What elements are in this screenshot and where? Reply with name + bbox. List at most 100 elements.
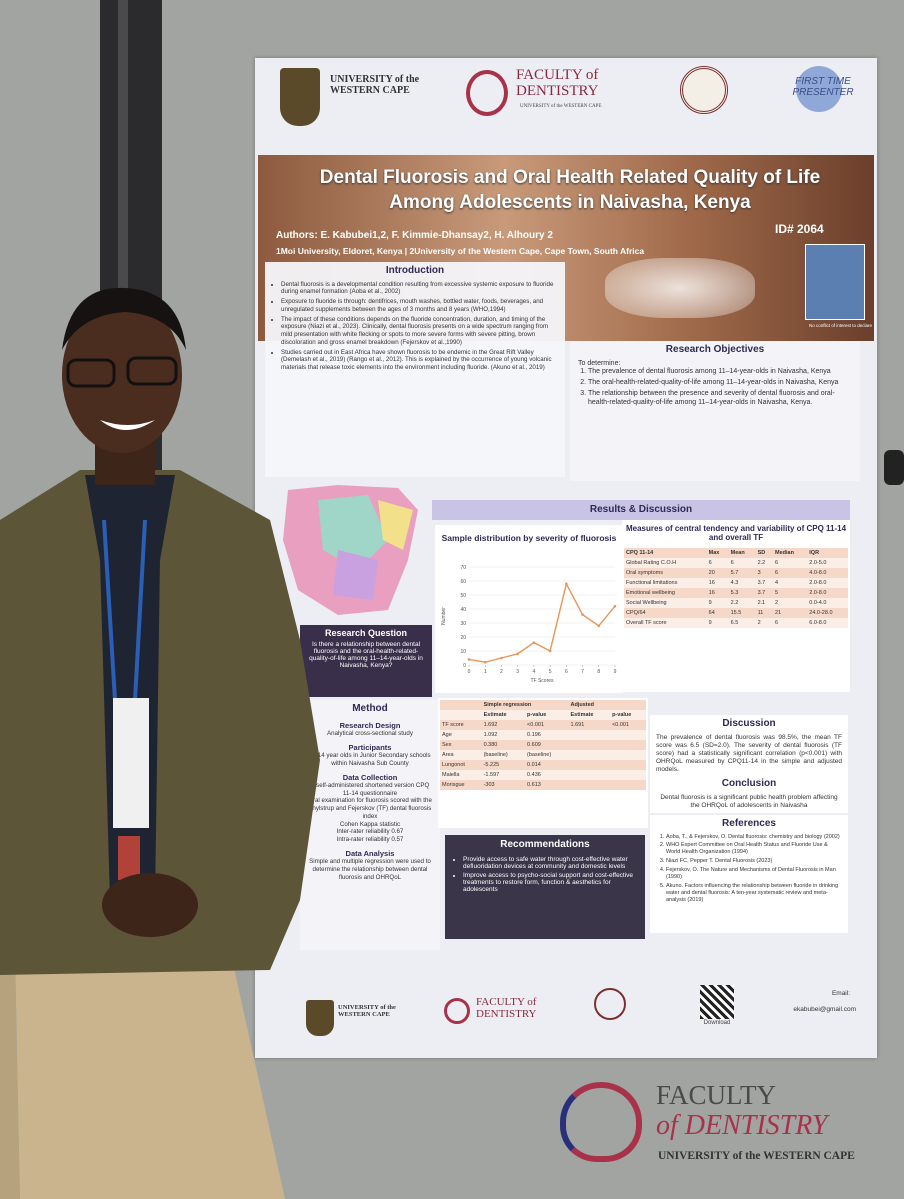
uwc-logo-text: UNIVERSITY of the WESTERN CAPE (330, 74, 420, 96)
table-row: Maiella -1.597 0.436 (440, 770, 646, 780)
table-cell: 2.0-5.0 (807, 558, 848, 568)
table-cell: TF score (440, 720, 482, 730)
table-row: Area (baseline) (baseline) (440, 750, 646, 760)
qr-code (700, 985, 734, 1019)
data-point (532, 641, 536, 644)
table-header: IQR (807, 548, 848, 558)
data-point (581, 613, 584, 616)
map-region (318, 495, 388, 570)
affiliations: 1Moi University, Eldoret, Kenya | 2Unive… (276, 246, 645, 256)
x-tick-label: 5 (549, 669, 552, 675)
table-cell: 0.380 (481, 740, 526, 750)
data-point (467, 658, 471, 661)
table-cell: 0.014 (525, 760, 569, 770)
data-point (565, 582, 568, 586)
table-cell (610, 740, 646, 750)
table-cell: 5.7 (728, 568, 756, 578)
table-cell: Lungonot (440, 760, 482, 770)
map-region (378, 500, 413, 550)
references-list: Aoba, T., & Fejerskov, O. Dental fluoros… (656, 834, 842, 904)
table-row: Social Wellbeing 9 2.2 2.1 2 0.0-4.0 (624, 598, 848, 608)
y-tick-label: 70 (460, 565, 466, 571)
recommendations-list: Provide access to safe water through cos… (453, 856, 637, 893)
method-subheading: Data Collection (342, 772, 398, 782)
table-cell: 15.5 (728, 608, 756, 618)
email: ekabubei@gmail.com (793, 1006, 856, 1013)
data-point (597, 624, 601, 628)
table-cell: 4.3 (728, 578, 756, 588)
reference-item: Fejerskov, O. The Nature and Mechanisms … (666, 867, 842, 881)
qr-caption: Download (703, 1020, 731, 1026)
table-cell: 1.691 (568, 720, 611, 730)
faculty-logo-icon (466, 70, 508, 116)
line-chart: 0 10 20 30 40 50 60 70 0 1 2 3 4 5 6 7 8 9 TF Scores Number (441, 565, 617, 684)
method-subheading: Research Design (339, 720, 401, 730)
wall-hook (884, 450, 904, 485)
table-cell: 20 (706, 568, 729, 578)
results-heading: Results & Discussion (432, 500, 850, 520)
table-cell: 2 (755, 618, 773, 628)
badge-ribbon (118, 836, 140, 880)
introduction-list: Dental fluorosis is a developmental cond… (271, 281, 559, 372)
table-cell (568, 770, 611, 780)
cpq-table: CPQ 11-14 Max Mean SD Median IQR Global Rating… (624, 548, 848, 628)
email-label: Email: (831, 990, 850, 997)
table-cell (568, 760, 611, 770)
table-cell: Sex (440, 740, 482, 750)
table-cell: 0.0-4.0 (807, 598, 848, 608)
references-heading: References (722, 818, 776, 829)
trouser-shadow (0, 975, 20, 1199)
map-region (333, 550, 378, 600)
table-header: SD (755, 548, 773, 558)
table-header: CPQ 11-14 (624, 548, 707, 558)
cpq-panel: Measures of central tendency and variabi… (622, 520, 850, 692)
data-point (548, 649, 552, 653)
x-tick-label: 4 (532, 669, 535, 675)
recommendation-item: Provide access to safe water through cos… (463, 856, 637, 870)
table-cell: 3.7 (755, 588, 773, 598)
table-group-row: Simple regression Adjusted (440, 700, 646, 710)
table-cell: 6 (728, 558, 756, 568)
table-cell: 2.0-8.0 (807, 588, 848, 598)
table-cell: 1.092 (481, 730, 526, 740)
table-cell: 11 (755, 608, 773, 618)
table-cell: <0.001 (525, 720, 569, 730)
table-cell: 2.1 (755, 598, 773, 608)
x-tick-label: 7 (581, 669, 584, 675)
question-heading: Research Question (324, 628, 408, 638)
table-cell: Age (440, 730, 482, 740)
table-cell: (baseline) (525, 750, 569, 760)
presenter-text: FIRST TIME PRESENTER (792, 76, 854, 98)
glasses-left (66, 358, 116, 388)
introduction-heading: Introduction (385, 265, 445, 276)
method-heading: Method (352, 703, 388, 714)
footer-faculty-icon (444, 998, 470, 1024)
objectives-heading: Research Objectives (665, 344, 765, 355)
method-line: Intra-rater reliability 0.57 (336, 836, 404, 844)
footer-faculty-text: FACULTY of DENTISTRY (476, 996, 537, 1020)
authors: Authors: E. Kabubei1,2, F. Kimmie-Dhansa… (276, 230, 553, 241)
footer-uwc-text: UNIVERSITY of the WESTERN CAPE (338, 1004, 396, 1018)
table-cell: 6 (773, 568, 808, 578)
data-point (516, 652, 519, 656)
table-cell: 5.3 (728, 588, 756, 598)
table-cell (568, 740, 611, 750)
recommendation-item: Improve access to psycho-social support … (463, 872, 637, 893)
glasses-right (126, 356, 178, 386)
y-tick-label: 10 (460, 649, 466, 655)
table-cell (568, 730, 611, 740)
table-row: TF score 1.692 <0.001 1.691 <0.001 (440, 720, 646, 730)
presenter-photo (805, 244, 865, 320)
data-point (500, 656, 503, 660)
objectives-lead: To determine: (578, 359, 621, 367)
discussion: Discussion The prevalence of dental fluo… (650, 715, 848, 813)
y-tick-label: 20 (460, 635, 466, 641)
table-cell (568, 780, 611, 790)
table-cell: Maiella (440, 770, 482, 780)
references: References Aoba, T., & Fejerskov, O. Den… (650, 815, 848, 933)
table-cell: 64 (706, 608, 729, 618)
table-cell: 16 (706, 588, 729, 598)
table-row: Sex 0.380 0.609 (440, 740, 646, 750)
method-subheading: Data Analysis (345, 848, 395, 858)
